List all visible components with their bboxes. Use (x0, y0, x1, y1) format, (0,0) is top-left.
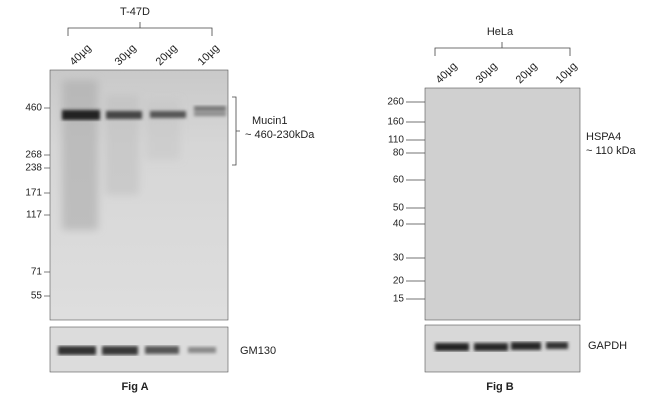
panel-a: T-47D 40µg 30µg 20µg 10µg 460 268 238 171 117 71… (25, 6, 315, 393)
marker-label: 30 (393, 253, 405, 264)
control-bands (435, 342, 568, 351)
marker-label: 260 (387, 97, 404, 108)
control-label: GAPDH (588, 340, 627, 352)
target-label: Mucin1 (252, 115, 287, 127)
marker-label: 20 (393, 276, 405, 287)
bracket (232, 96, 240, 166)
marker-label: 238 (25, 163, 42, 174)
bracket (67, 22, 213, 36)
target-size: ~ 110 kDa (586, 145, 637, 157)
panel-b: HeLa 40µg 30µg 20µg 10µg 260 160 110 80 60 50 40 3… (387, 26, 636, 393)
control-label: GM130 (240, 345, 276, 357)
target-size: ~ 460-230kDa (245, 129, 315, 141)
marker-label: 171 (25, 188, 42, 199)
lane-label: 30µg (474, 60, 500, 86)
target-label: HSPA4 (586, 131, 621, 143)
lane-label: 10µg (196, 42, 222, 68)
smear (62, 80, 180, 230)
marker-label: 15 (393, 294, 405, 305)
sample-label: T-47D (120, 6, 150, 18)
marker-label: 117 (26, 210, 42, 221)
marker-label: 55 (31, 291, 43, 302)
lane-label: 20µg (514, 60, 540, 86)
marker-label: 80 (393, 148, 405, 159)
lane-label: 40µg (68, 42, 94, 68)
lane-label: 10µg (554, 60, 580, 86)
marker-label: 160 (387, 117, 404, 128)
control-bands (58, 346, 216, 355)
bands (62, 106, 226, 120)
lane-label: 40µg (434, 60, 460, 86)
lane-label: 20µg (154, 42, 180, 68)
marker-label: 50 (393, 203, 405, 214)
marker-label: 460 (25, 103, 42, 114)
marker-label: 60 (393, 175, 405, 186)
caption: Fig B (486, 381, 514, 393)
marker-label: 268 (25, 150, 42, 161)
sample-label: HeLa (487, 26, 514, 38)
blot (424, 87, 581, 321)
marker-label: 40 (393, 219, 405, 230)
lane-label: 30µg (113, 42, 139, 68)
marker-label: 71 (31, 267, 43, 278)
caption: Fig A (121, 381, 148, 393)
bracket (434, 42, 571, 56)
marker-label: 110 (388, 135, 404, 146)
